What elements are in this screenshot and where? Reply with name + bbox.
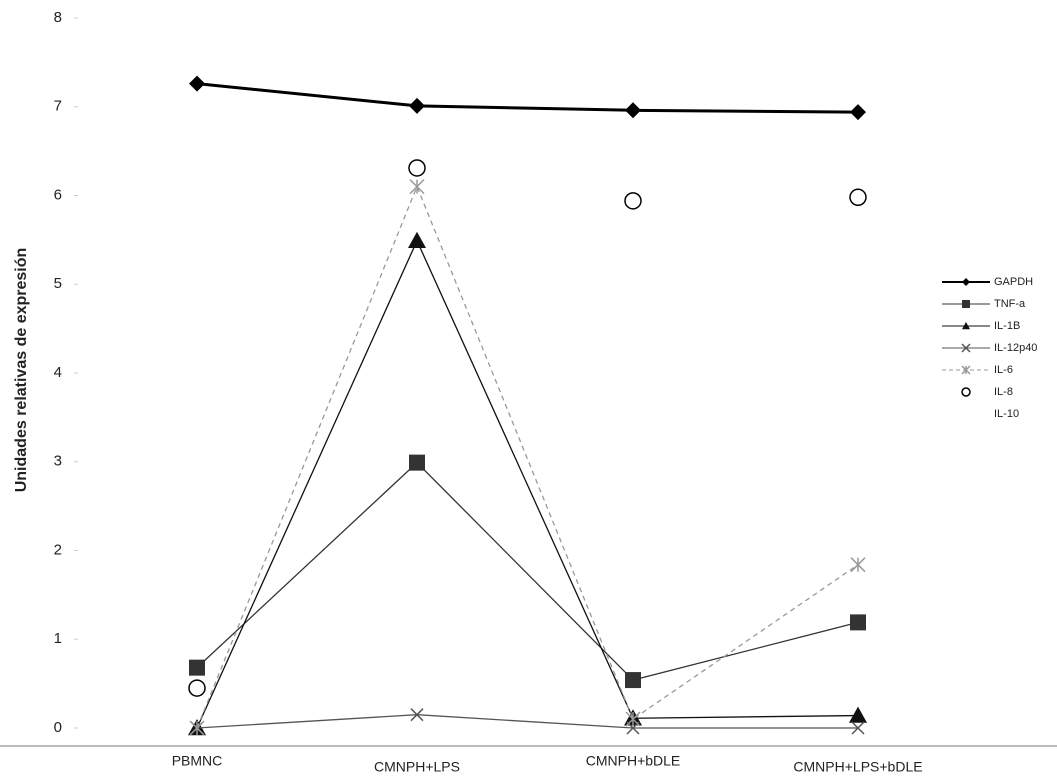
x-tick-label: PBMNC	[172, 753, 223, 769]
marker	[408, 159, 426, 177]
legend-label: IL-12p40	[994, 342, 1037, 354]
series-line	[196, 184, 859, 729]
legend-label: IL-6	[994, 364, 1013, 376]
marker	[850, 104, 866, 121]
marker	[409, 179, 425, 195]
legend-label: IL-1B	[994, 320, 1020, 332]
marker	[962, 300, 970, 308]
y-tick-label: 2	[54, 541, 62, 558]
marker	[961, 387, 971, 397]
y-tick-label: 0	[54, 719, 62, 736]
y-tick-label: 1	[54, 630, 62, 647]
marker	[849, 706, 867, 723]
y-tick-label: 4	[54, 364, 62, 381]
marker	[961, 343, 971, 353]
marker	[189, 720, 205, 736]
marker	[410, 708, 424, 722]
marker	[188, 679, 206, 697]
marker	[849, 188, 867, 207]
marker	[850, 614, 866, 631]
x-tick-label: CMNPH+LPS	[374, 759, 460, 775]
marker	[625, 672, 641, 689]
series-line	[196, 82, 859, 114]
x-tick-label: CMNPH+LPS+bDLE	[793, 759, 922, 775]
y-tick-label: 5	[54, 275, 62, 292]
marker	[409, 454, 425, 471]
marker	[962, 322, 970, 330]
y-tick-label: 8	[54, 9, 62, 26]
legend-label: GAPDH	[994, 276, 1033, 288]
legend-label: IL-10	[994, 408, 1019, 420]
marker	[625, 711, 641, 727]
x-tick-label: CMNPH+bDLE	[586, 753, 681, 769]
marker	[851, 721, 865, 735]
marker	[850, 557, 866, 573]
series-line	[196, 239, 859, 729]
marker	[625, 102, 641, 119]
y-tick-label: 3	[54, 453, 62, 470]
series-line	[196, 714, 858, 729]
marker	[189, 659, 205, 676]
marker	[624, 192, 642, 210]
marker	[408, 231, 426, 248]
y-tick-label: 7	[54, 98, 62, 115]
legend-label: TNF-a	[994, 298, 1026, 310]
series-line	[196, 461, 859, 681]
marker	[189, 75, 205, 92]
y-tick-label: 6	[54, 186, 62, 203]
marker	[961, 365, 971, 375]
marker	[962, 278, 970, 286]
marker	[409, 97, 425, 114]
y-axis-label: Unidades relativas de expresión	[13, 248, 30, 493]
legend-label: IL-8	[994, 386, 1013, 398]
